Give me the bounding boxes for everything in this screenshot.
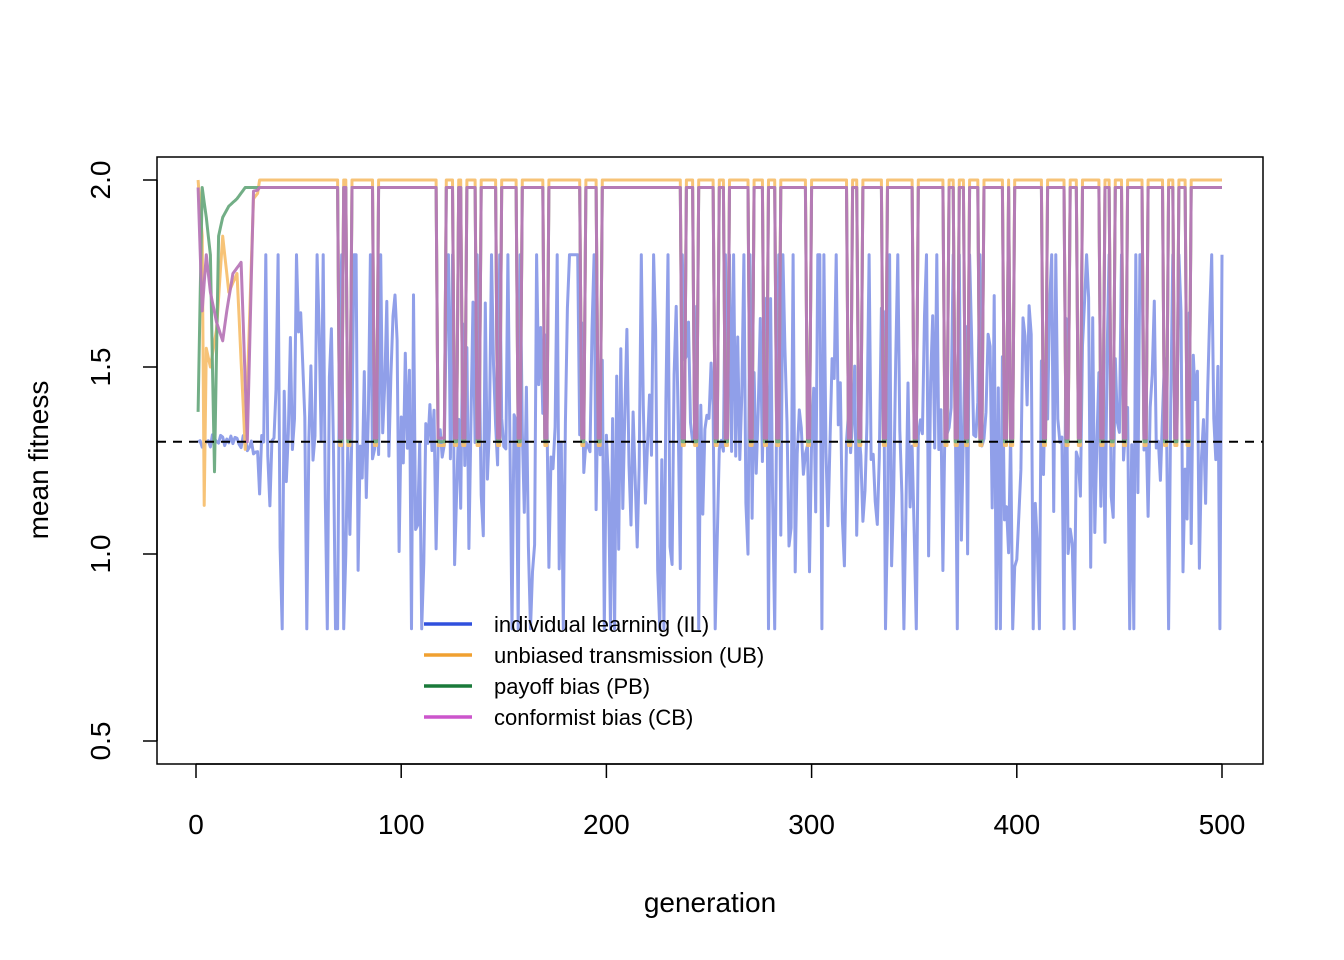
x-tick-label: 400 [993, 809, 1040, 840]
x-tick-label: 500 [1199, 809, 1246, 840]
series-line-4 [196, 186, 1222, 444]
x-tick-label: 100 [378, 809, 425, 840]
x-axis-title: generation [644, 887, 776, 918]
x-tick-label: 200 [583, 809, 630, 840]
series-layer [196, 178, 1224, 631]
legend-label: unbiased transmission (UB) [494, 643, 764, 668]
x-tick-label: 0 [188, 809, 204, 840]
x-axis: 0 100 200 300 400 500 [188, 763, 1246, 840]
y-axis: 0.5 1.0 1.5 2.0 [85, 161, 158, 761]
legend-label: individual learning (IL) [494, 612, 709, 637]
x-tick-label: 300 [788, 809, 835, 840]
legend: individual learning (IL) unbiased transmi… [424, 612, 764, 730]
legend-label: payoff bias (PB) [494, 674, 650, 699]
series-line-1 [197, 253, 1224, 631]
y-tick-label: 0.5 [85, 722, 116, 761]
y-tick-label: 2.0 [85, 161, 116, 200]
y-axis-title: mean fitness [23, 381, 54, 540]
series-line-2 [196, 178, 1222, 507]
y-tick-label: 1.0 [85, 535, 116, 574]
y-tick-label: 1.5 [85, 348, 116, 387]
legend-label: conformist bias (CB) [494, 705, 693, 730]
